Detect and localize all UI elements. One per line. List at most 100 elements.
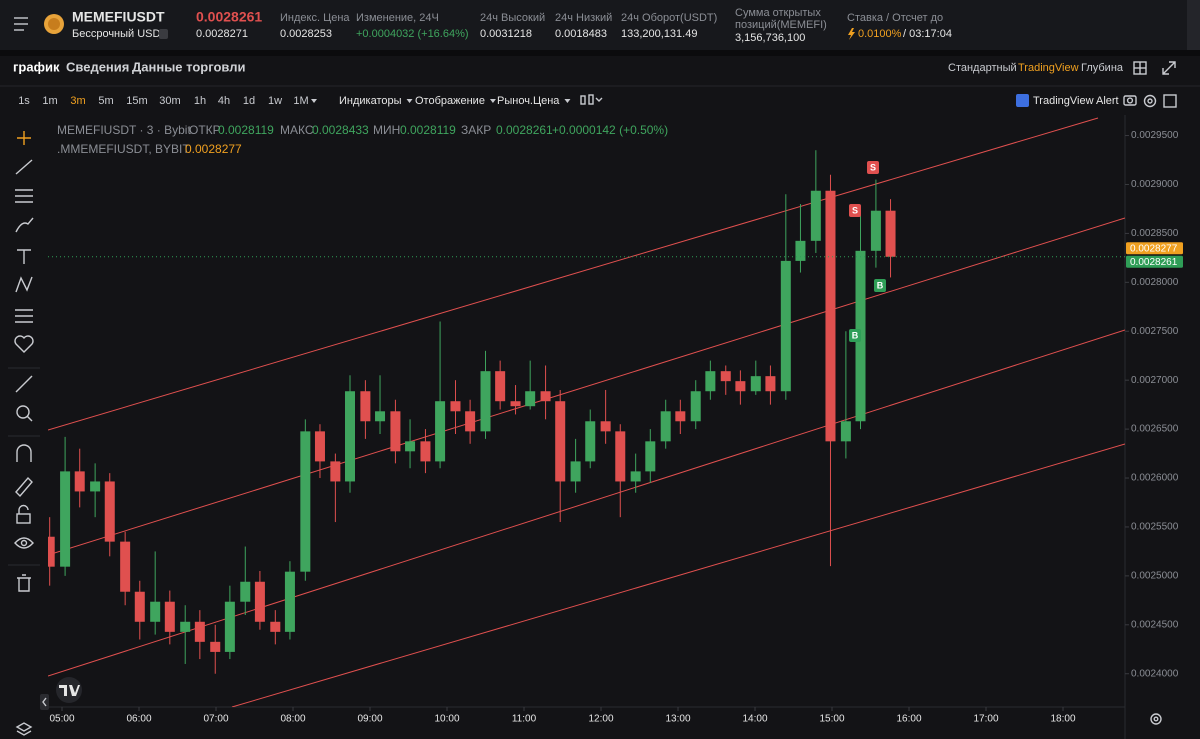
mark-price: 0.0028271: [196, 28, 248, 40]
price-tag: [1126, 255, 1183, 268]
tv-logo[interactable]: [56, 677, 82, 703]
y-tick-label: 0.0024000: [1131, 668, 1179, 679]
layers-icon[interactable]: [15, 722, 33, 736]
channel-line[interactable]: [231, 443, 1125, 707]
view-option[interactable]: Стандартный: [948, 62, 1017, 74]
symbol[interactable]: MEMEFIUSDT: [72, 9, 165, 25]
fullscreen-icon[interactable]: [1162, 61, 1176, 75]
fib-tool[interactable]: [15, 189, 33, 203]
x-tick-label: 05:00: [49, 714, 74, 725]
candle-body: [375, 411, 386, 422]
interval[interactable]: 1s: [18, 95, 30, 107]
price-tag-label: 0.0028261: [1130, 257, 1178, 268]
stat-label: 24ч Низкий: [555, 12, 612, 24]
legend-value: 0.0028119: [400, 123, 456, 137]
crosshair-tool[interactable]: [17, 131, 31, 145]
candle-body: [240, 581, 251, 602]
zoom-tool[interactable]: [16, 405, 33, 422]
view-option[interactable]: TradingView: [1018, 62, 1079, 74]
settings-icon[interactable]: [1143, 94, 1157, 108]
candle-body: [164, 601, 175, 632]
candle-body: [495, 371, 506, 402]
signal-marker: B: [849, 329, 861, 342]
tab[interactable]: Сведения: [66, 59, 129, 74]
trendline-tool[interactable]: [15, 159, 33, 175]
stat-value: 0.0018483: [555, 28, 607, 40]
y-tick-label: 0.0029500: [1131, 130, 1179, 141]
funding-rate: 0.0100%: [858, 28, 902, 40]
x-tick-label: 09:00: [357, 714, 382, 725]
menu[interactable]: Индикаторы: [339, 95, 402, 107]
candle-body: [134, 591, 145, 622]
interval[interactable]: 1h: [194, 95, 206, 107]
channel-line[interactable]: [48, 117, 1099, 431]
candle-body: [540, 391, 551, 402]
info-icon[interactable]: [159, 29, 168, 39]
stat-label: 24ч Высокий: [480, 12, 545, 24]
candle-body: [645, 441, 656, 472]
snapshot-icon[interactable]: [1123, 95, 1137, 106]
dropdown-arrow: [489, 99, 496, 103]
candle-body: [104, 481, 115, 542]
interval[interactable]: 15m: [126, 95, 147, 107]
interval[interactable]: 3m: [70, 95, 85, 107]
candle-body: [210, 641, 221, 652]
tab[interactable]: график: [13, 59, 60, 74]
drawing-tools: [8, 131, 40, 592]
favorite-tool[interactable]: [14, 335, 34, 353]
interval[interactable]: 1M: [293, 95, 308, 107]
legend-label: МИН: [373, 123, 400, 137]
candle-body: [194, 621, 205, 642]
stat-label: Индекс. Цена: [280, 12, 350, 24]
view-option[interactable]: Глубина: [1081, 62, 1124, 74]
tabs: график Сведения Данные торговли: [13, 59, 245, 74]
alert-icon: [1016, 94, 1029, 107]
delete-tool[interactable]: [17, 574, 31, 592]
menu[interactable]: Отображение: [415, 95, 485, 107]
menu[interactable]: Рыноч.Цена: [497, 95, 560, 107]
x-tick-label: 10:00: [434, 714, 459, 725]
candle-body: [480, 371, 491, 432]
channel-line[interactable]: [48, 217, 1125, 556]
x-tick-label: 15:00: [819, 714, 844, 725]
measure-tool[interactable]: [15, 309, 33, 323]
candle-body: [284, 571, 295, 632]
axis-settings-icon[interactable]: [1150, 713, 1162, 725]
legend-title: MEMEFIUSDT · 3 · Bybit: [57, 123, 191, 137]
pattern-tool[interactable]: [15, 276, 33, 293]
chart-style-icon[interactable]: [580, 94, 603, 105]
signal-label: S: [852, 205, 858, 215]
lock-tool[interactable]: [16, 504, 31, 524]
interval[interactable]: 4h: [218, 95, 230, 107]
candle-body: [795, 240, 806, 261]
coin-icon-inner: [48, 18, 60, 30]
text-tool[interactable]: [17, 249, 31, 264]
interval[interactable]: 5m: [98, 95, 113, 107]
candle-body: [735, 381, 746, 392]
candle-body: [600, 421, 611, 432]
alert-button[interactable]: TradingView Alert: [1033, 95, 1119, 107]
candle-body: [180, 621, 191, 632]
menu-icon[interactable]: [14, 17, 28, 31]
stat-value: 3,156,736,100: [735, 32, 805, 44]
ruler-tool[interactable]: [15, 375, 33, 393]
magnet-tool[interactable]: [16, 444, 32, 462]
signal-marker: S: [849, 204, 861, 217]
lock-draw-tool[interactable]: [15, 476, 33, 498]
candle-body: [675, 411, 686, 422]
expand-icon[interactable]: [1163, 94, 1177, 108]
layout-icon[interactable]: [1133, 61, 1147, 75]
candle-body: [48, 536, 55, 567]
candle-body: [314, 431, 325, 462]
tab[interactable]: Данные торговли: [132, 59, 245, 74]
interval[interactable]: 1d: [243, 95, 255, 107]
candle-body: [810, 190, 821, 241]
interval[interactable]: 1w: [268, 95, 282, 107]
interval[interactable]: 30m: [159, 95, 180, 107]
brush-tool[interactable]: [15, 217, 34, 233]
collapse-button[interactable]: [40, 694, 49, 710]
interval[interactable]: 1m: [42, 95, 57, 107]
stats: Индекс. Цена 0.0028253 Изменение, 24Ч +0.00…: [280, 7, 827, 44]
hide-tool[interactable]: [14, 537, 34, 549]
